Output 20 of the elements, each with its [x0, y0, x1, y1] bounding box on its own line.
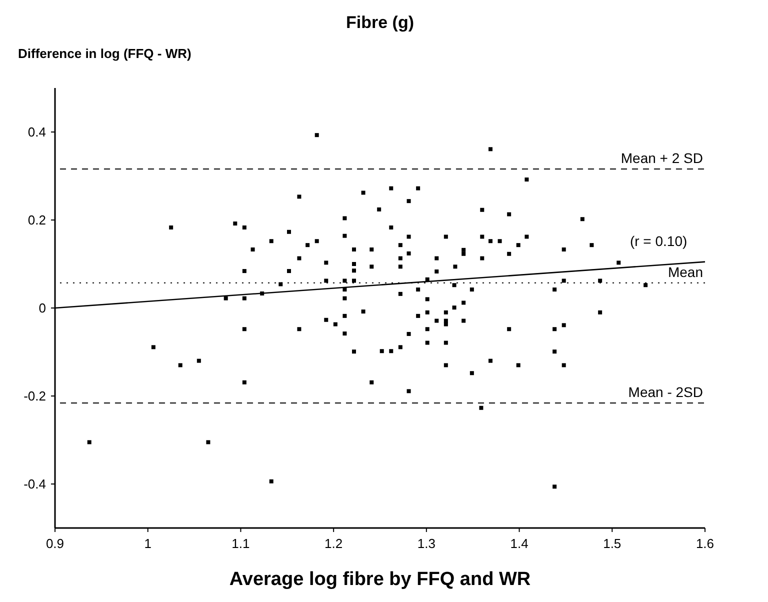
x-tick-label: 1	[144, 536, 152, 551]
y-tick-label: 0.2	[28, 212, 46, 228]
x-tick-label: 1.3	[417, 536, 436, 551]
annotation: (r = 0.10)	[630, 233, 688, 249]
x-tick-label: 1.2	[324, 536, 343, 551]
y-axis-title: Difference in log (FFQ - WR)	[18, 46, 192, 61]
ref-line-label: Mean	[668, 264, 703, 280]
x-tick-label: 0.9	[46, 536, 64, 551]
x-axis-title: Average log fibre by FFQ and WR	[229, 569, 531, 590]
x-tick-label: 1.5	[603, 536, 622, 551]
x-tick-label: 1.6	[696, 536, 714, 551]
y-tick-label: 0.4	[28, 124, 46, 140]
chart-title: Fibre (g)	[346, 13, 414, 32]
y-tick-label: 0	[38, 300, 46, 316]
ref-line-label: Mean + 2 SD	[620, 150, 703, 166]
y-tick-label: -0.2	[24, 388, 46, 404]
ref-line-label: Mean - 2SD	[628, 384, 703, 400]
x-tick-label: 1.4	[510, 536, 528, 551]
y-tick-label: -0.4	[24, 476, 46, 492]
x-tick-label: 1.1	[232, 536, 250, 551]
